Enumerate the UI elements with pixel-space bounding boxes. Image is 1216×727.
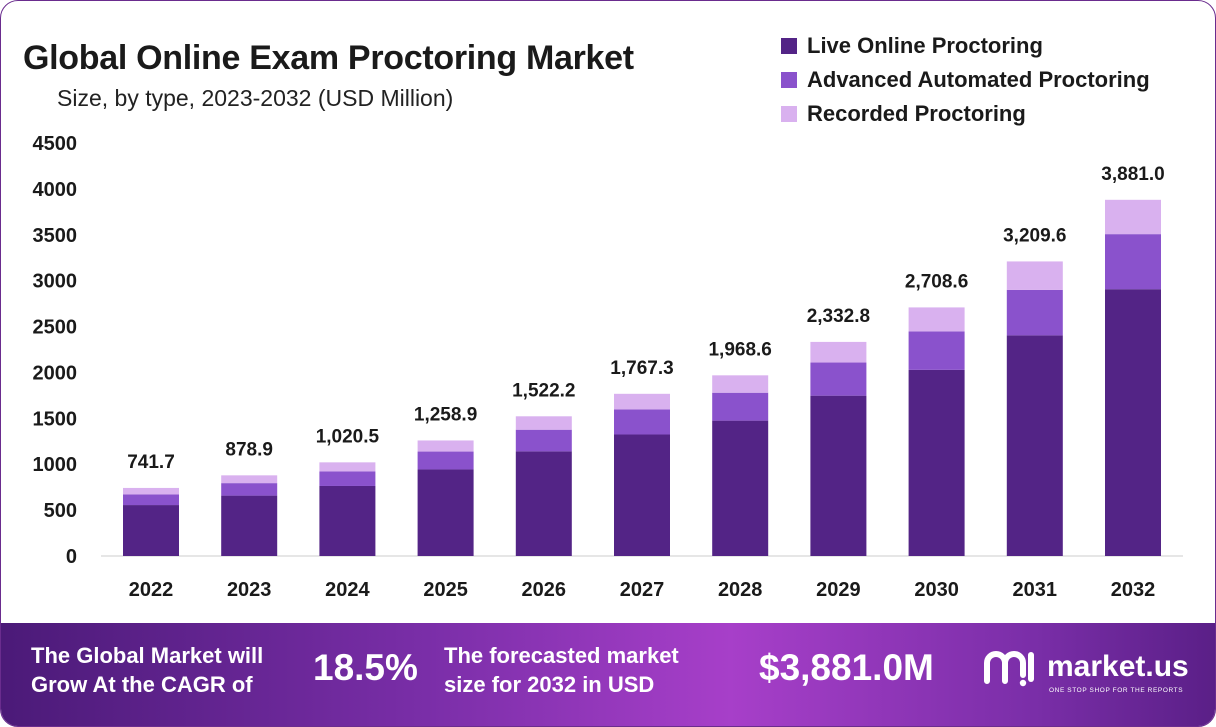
bar-segment-recorded xyxy=(319,462,376,472)
y-tick-label: 2500 xyxy=(33,317,78,339)
x-tick-label: 2030 xyxy=(914,579,959,601)
bar-segment-advanced xyxy=(712,392,769,421)
x-tick-label: 2027 xyxy=(620,579,665,601)
footer-banner: The Global Market will Grow At the CAGR … xyxy=(1,623,1215,726)
bar-segment-advanced xyxy=(221,483,278,496)
y-tick-label: 0 xyxy=(66,546,77,568)
stacked-bar-chart: 0 500 1000 1500 2000 2500 3000 3500 4000 4500 741.… xyxy=(33,133,1183,601)
legend: Live Online Proctoring Advanced Automate… xyxy=(781,29,1150,131)
y-tick-label: 1000 xyxy=(33,454,78,476)
bar-segment-live xyxy=(319,485,376,556)
bar-segment-advanced xyxy=(1006,289,1063,336)
bar-segment-recorded xyxy=(1006,261,1063,290)
bar-segment-live xyxy=(908,369,965,556)
x-tick-label: 2024 xyxy=(325,579,370,601)
legend-item-live: Live Online Proctoring xyxy=(781,29,1150,63)
bar-total-label: 741.7 xyxy=(127,452,175,473)
bar-segment-recorded xyxy=(810,341,867,363)
bar-segment-recorded xyxy=(1105,199,1161,235)
legend-swatch-live xyxy=(781,38,797,54)
forecast-value: $3,881.0M xyxy=(759,647,934,688)
bar-segment-recorded xyxy=(908,307,965,332)
bar-total-label: 1,968.6 xyxy=(708,339,771,360)
brand: market.us xyxy=(983,645,1189,689)
bar-segment-live xyxy=(221,495,278,556)
forecast-caption-line2: size for 2032 in USD xyxy=(444,672,655,697)
x-tick-label: 2023 xyxy=(227,579,272,601)
x-tick-label: 2025 xyxy=(423,579,468,601)
bar-segment-live xyxy=(1105,289,1161,556)
y-tick-label: 1500 xyxy=(33,408,78,430)
forecast-caption-line1: The forecasted market xyxy=(444,643,679,668)
cagr-caption-line1: The Global Market will xyxy=(31,643,264,668)
x-tick-label: 2022 xyxy=(129,579,174,601)
bar-total-label: 3,881.0 xyxy=(1101,164,1164,185)
forecast-caption: The forecasted market size for 2032 in U… xyxy=(444,641,679,699)
bar-total-label: 2,708.6 xyxy=(905,271,968,292)
bar-segment-advanced xyxy=(614,409,670,435)
x-tick-label: 2032 xyxy=(1111,579,1156,601)
bar-total-label: 2,332.8 xyxy=(807,306,870,327)
bar-segment-recorded xyxy=(712,375,769,393)
legend-item-advanced: Advanced Automated Proctoring xyxy=(781,63,1150,97)
y-tick-label: 4000 xyxy=(33,179,78,201)
legend-item-recorded: Recorded Proctoring xyxy=(781,97,1150,131)
chart-title: Global Online Exam Proctoring Market xyxy=(23,39,634,77)
bar-total-label: 1,767.3 xyxy=(610,358,673,379)
bar-segment-recorded xyxy=(221,475,278,484)
legend-label-live: Live Online Proctoring xyxy=(807,33,1043,58)
y-tick-label: 500 xyxy=(44,500,77,522)
bar-segment-live xyxy=(712,420,769,556)
bar-segment-live xyxy=(515,451,572,556)
bar-segment-advanced xyxy=(515,429,572,452)
market-us-logo-icon xyxy=(984,651,1034,687)
bar-total-label: 878.9 xyxy=(225,439,273,460)
bar-total-label: 1,522.2 xyxy=(512,380,575,401)
bar-total-label: 1,020.5 xyxy=(316,426,380,447)
bar-segment-recorded xyxy=(614,393,670,410)
legend-label-recorded: Recorded Proctoring xyxy=(807,101,1026,126)
x-tick-label: 2029 xyxy=(816,579,861,601)
bar-segment-recorded xyxy=(417,440,474,452)
bar-segment-advanced xyxy=(908,331,965,370)
bar-total-label: 1,258.9 xyxy=(414,404,477,425)
bar-segment-advanced xyxy=(123,494,179,506)
bar-segment-advanced xyxy=(810,362,867,396)
legend-swatch-recorded xyxy=(781,106,797,122)
y-tick-label: 4500 xyxy=(33,133,78,155)
cagr-caption: The Global Market will Grow At the CAGR … xyxy=(31,641,263,699)
bar-segment-advanced xyxy=(319,471,376,486)
bar-segment-live xyxy=(1006,335,1063,556)
bar-segment-live xyxy=(614,434,670,556)
brand-name: market.us xyxy=(1047,650,1189,683)
bar-segment-live xyxy=(123,505,179,556)
y-tick-label: 3000 xyxy=(33,271,78,293)
bar-segment-live xyxy=(810,395,867,556)
chart-subtitle: Size, by type, 2023-2032 (USD Million) xyxy=(57,85,454,111)
bar-segment-recorded xyxy=(123,487,179,495)
x-tick-label: 2028 xyxy=(718,579,763,601)
bar-segment-advanced xyxy=(417,451,474,470)
legend-label-advanced: Advanced Automated Proctoring xyxy=(807,67,1150,92)
bar-segment-live xyxy=(417,469,474,556)
bar-segment-recorded xyxy=(515,416,572,430)
bar-segment-advanced xyxy=(1105,234,1161,290)
y-tick-label: 3500 xyxy=(33,225,78,247)
brand-tagline: ONE STOP SHOP FOR THE REPORTS xyxy=(1049,687,1184,694)
bar-total-label: 3,209.6 xyxy=(1003,225,1066,246)
legend-swatch-advanced xyxy=(781,72,797,88)
cagr-caption-line2: Grow At the CAGR of xyxy=(31,672,253,697)
y-tick-label: 2000 xyxy=(33,362,78,384)
cagr-value: 18.5% xyxy=(313,647,418,688)
x-tick-label: 2026 xyxy=(522,579,567,601)
x-tick-label: 2031 xyxy=(1013,579,1058,601)
